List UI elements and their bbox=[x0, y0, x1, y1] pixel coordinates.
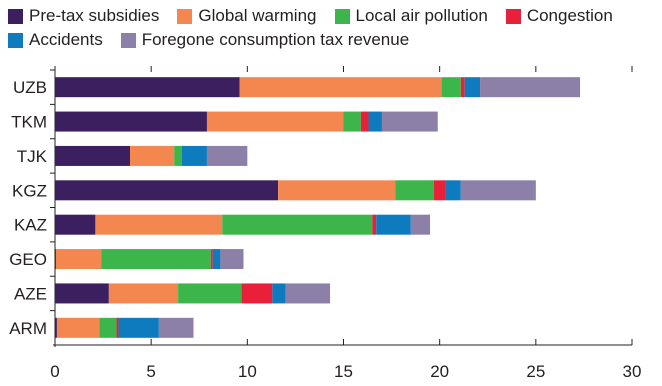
bar-tkm-accidents bbox=[368, 111, 382, 132]
legend-label: Global warming bbox=[198, 6, 317, 25]
chart-bars bbox=[55, 77, 581, 338]
bar-geo-accidents bbox=[212, 249, 221, 270]
bar-geo-congestion bbox=[210, 249, 213, 270]
legend-swatch bbox=[8, 8, 23, 24]
x-tick-label: 25 bbox=[526, 362, 545, 381]
x-tick-label: 15 bbox=[334, 362, 353, 381]
legend-label: Accidents bbox=[29, 30, 103, 49]
bar-kgz-congestion bbox=[433, 180, 446, 201]
category-label-tkm: TKM bbox=[11, 113, 47, 132]
legend-swatch bbox=[505, 8, 521, 24]
bar-uzb-local-air-pollution bbox=[441, 77, 461, 98]
bar-tkm-congestion bbox=[360, 111, 369, 132]
bar-tkm-global-warming bbox=[206, 111, 344, 132]
bar-tjk-local-air-pollution bbox=[174, 145, 182, 166]
bar-tjk-global-warming bbox=[130, 145, 175, 166]
bar-kaz-accidents bbox=[376, 214, 411, 235]
legend-item-global-warming: Global warming bbox=[177, 6, 317, 26]
bar-tjk-pre-tax-subsidies bbox=[55, 145, 131, 166]
legend-item-pre-tax-subsidies: Pre-tax subsidies bbox=[8, 6, 159, 26]
bar-tjk-accidents bbox=[181, 145, 207, 166]
bar-kaz-pre-tax-subsidies bbox=[55, 214, 96, 235]
category-label-geo: GEO bbox=[9, 250, 47, 269]
bar-kgz-foregone-consumption-tax-revenue bbox=[460, 180, 536, 201]
bar-kgz-accidents bbox=[445, 180, 461, 201]
bar-uzb-congestion bbox=[460, 77, 465, 98]
category-label-kgz: KGZ bbox=[12, 181, 47, 200]
bar-aze-accidents bbox=[272, 283, 286, 304]
chart-ticks: 0 5 10 15 20 25 30 UZB TKM TJK KGZ KAZ GEO AZE ARM bbox=[9, 78, 641, 381]
legend-label: Congestion bbox=[526, 6, 613, 25]
bar-kaz-congestion bbox=[372, 214, 377, 235]
bar-uzb-foregone-consumption-tax-revenue bbox=[480, 77, 581, 98]
bar-geo-foregone-consumption-tax-revenue bbox=[220, 249, 244, 270]
legend-swatch bbox=[8, 32, 23, 48]
bar-tkm-pre-tax-subsidies bbox=[55, 111, 207, 132]
legend-swatch bbox=[334, 8, 350, 24]
bar-kaz-global-warming bbox=[95, 214, 223, 235]
bar-uzb-global-warming bbox=[239, 77, 442, 98]
legend-swatch bbox=[120, 32, 136, 48]
bar-kaz-foregone-consumption-tax-revenue bbox=[410, 214, 431, 235]
bar-aze-local-air-pollution bbox=[178, 283, 242, 304]
bar-arm-accidents bbox=[118, 317, 159, 338]
legend-item-accidents: Accidents bbox=[8, 30, 103, 50]
category-label-arm: ARM bbox=[9, 319, 47, 338]
bar-aze-foregone-consumption-tax-revenue bbox=[285, 283, 331, 304]
category-label-aze: AZE bbox=[14, 284, 47, 303]
bar-kaz-local-air-pollution bbox=[222, 214, 373, 235]
legend-label: Foregone consumption tax revenue bbox=[141, 30, 410, 49]
bar-geo-local-air-pollution bbox=[101, 249, 211, 270]
legend-swatch bbox=[177, 8, 193, 24]
legend-item-congestion: Congestion bbox=[505, 6, 613, 26]
chart-axes bbox=[50, 66, 633, 347]
legend-row: Pre-tax subsidies Global warming Local air… bbox=[8, 4, 662, 28]
bar-arm-local-air-pollution bbox=[99, 317, 117, 338]
bar-arm-foregone-consumption-tax-revenue bbox=[158, 317, 194, 338]
category-label-uzb: UZB bbox=[13, 78, 47, 97]
x-tick-label: 20 bbox=[430, 362, 449, 381]
bar-arm-global-warming bbox=[56, 317, 100, 338]
legend-label: Local air pollution bbox=[355, 6, 488, 25]
bar-geo-pre-tax-subsidies bbox=[55, 249, 56, 270]
legend-label: Pre-tax subsidies bbox=[29, 6, 160, 25]
bar-arm-pre-tax-subsidies bbox=[55, 317, 57, 338]
x-tick-label: 0 bbox=[50, 362, 59, 381]
category-label-kaz: KAZ bbox=[14, 216, 47, 235]
chart-legend: Pre-tax subsidies Global warming Local air… bbox=[8, 4, 662, 52]
bar-kgz-local-air-pollution bbox=[395, 180, 434, 201]
bar-tjk-foregone-consumption-tax-revenue bbox=[206, 145, 248, 166]
bar-tkm-local-air-pollution bbox=[343, 111, 361, 132]
bar-tkm-foregone-consumption-tax-revenue bbox=[381, 111, 438, 132]
legend-item-foregone-consumption-tax-revenue: Foregone consumption tax revenue bbox=[120, 30, 410, 50]
bar-geo-global-warming bbox=[55, 249, 102, 270]
x-tick-label: 5 bbox=[146, 362, 155, 381]
legend-row: Accidents Foregone consumption tax revenu… bbox=[8, 28, 662, 52]
x-tick-label: 30 bbox=[623, 362, 642, 381]
bar-uzb-pre-tax-subsidies bbox=[55, 77, 240, 98]
bar-aze-congestion bbox=[241, 283, 273, 304]
bar-kgz-global-warming bbox=[278, 180, 396, 201]
x-tick-label: 10 bbox=[238, 362, 257, 381]
bar-aze-global-warming bbox=[108, 283, 179, 304]
bar-uzb-accidents bbox=[464, 77, 481, 98]
bar-aze-pre-tax-subsidies bbox=[55, 283, 109, 304]
bar-kgz-pre-tax-subsidies bbox=[55, 180, 279, 201]
legend-item-local-air-pollution: Local air pollution bbox=[334, 6, 488, 26]
bar-arm-congestion bbox=[116, 317, 119, 338]
category-label-tjk: TJK bbox=[17, 147, 48, 166]
